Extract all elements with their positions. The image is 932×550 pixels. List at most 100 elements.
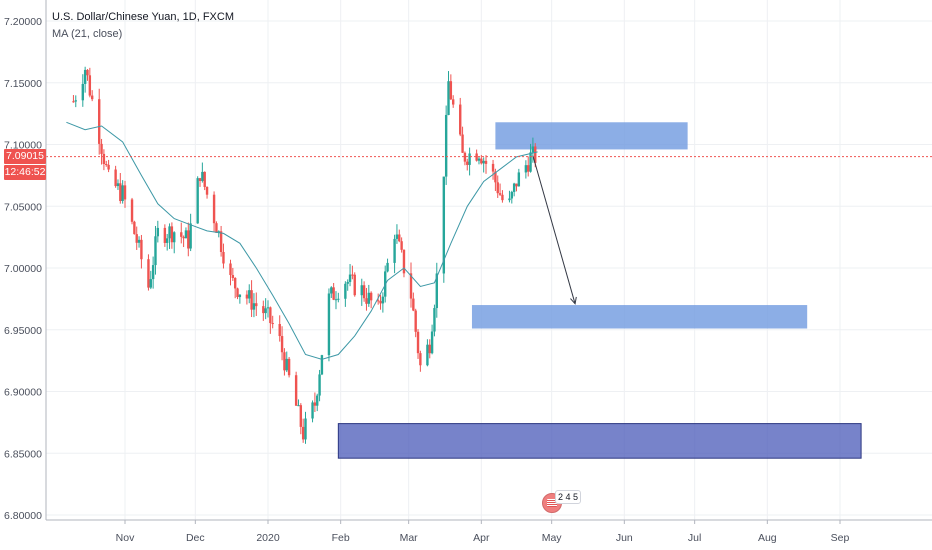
candle-body (517, 172, 521, 187)
candle-body (449, 81, 453, 100)
candle-body (180, 232, 183, 237)
candle-body (163, 227, 167, 243)
candle-body (250, 290, 253, 310)
candle-body (151, 265, 155, 280)
candle-body (510, 191, 514, 199)
candle-body (334, 299, 338, 301)
candle-body (353, 274, 356, 296)
candle-body (278, 324, 281, 337)
y-tick-label: 6.80000 (4, 510, 42, 522)
candle-body (156, 227, 160, 237)
candle-body (419, 353, 422, 366)
candle-body (154, 236, 157, 266)
countdown-badge: 12:46:52 (4, 165, 46, 181)
candle-body (477, 158, 481, 161)
arrow-head (570, 296, 577, 305)
candle-body (379, 300, 382, 304)
candle-body (168, 226, 171, 239)
candle-body (459, 104, 462, 135)
candle-body (409, 273, 413, 299)
candle-body (332, 287, 335, 300)
candle-body (219, 231, 223, 252)
candle-body (297, 405, 300, 407)
candle-body (393, 238, 396, 263)
candle-body (400, 241, 403, 250)
candle-body (133, 221, 136, 235)
x-tick-label: Sep (831, 532, 850, 544)
candle-body (170, 226, 174, 243)
candle-body (137, 239, 141, 243)
candle-body (386, 262, 389, 272)
x-tick-label: Jul (688, 532, 701, 544)
y-tick-label: 6.85000 (4, 448, 42, 460)
candle-body (447, 81, 450, 115)
candle-body (426, 344, 429, 366)
candle-body (515, 183, 518, 187)
candle-body (330, 287, 333, 294)
candle-body (444, 114, 448, 177)
candle-body (165, 238, 169, 243)
candle-body (229, 263, 232, 276)
candle-body (121, 185, 124, 201)
y-tick-label: 7.20000 (4, 16, 42, 28)
candle-body (198, 178, 202, 181)
y-tick-label: 7.05000 (4, 201, 42, 213)
x-tick-label: Nov (116, 532, 135, 544)
candle-body (451, 99, 455, 105)
candle-body (360, 285, 363, 296)
candle-body (271, 323, 274, 325)
candle-body (351, 274, 354, 276)
candle-body (252, 303, 256, 310)
candle-body (149, 279, 152, 288)
candle-body (86, 69, 89, 76)
candle-body (327, 293, 331, 356)
candle-body (512, 183, 516, 192)
candle-body (116, 183, 120, 187)
candle-body (187, 230, 190, 249)
candle-body (395, 234, 399, 239)
candle-body (100, 143, 103, 154)
candle-body (362, 285, 366, 299)
candle-body (435, 273, 438, 309)
events-count[interactable]: 2 4 5 (555, 490, 582, 504)
candle-body (320, 355, 324, 375)
x-tick-label: Jun (616, 532, 633, 544)
candle-body (105, 164, 108, 166)
candle-body (348, 274, 352, 282)
candle-body (313, 402, 317, 406)
indicator-label: MA (21, close) (52, 28, 123, 40)
candle-body (482, 160, 485, 164)
candle-body (463, 152, 467, 162)
y-tick-label: 7.10000 (4, 140, 42, 152)
candle-body (527, 165, 530, 172)
x-axis-ticks: Nov Dec 2020 Feb Mar Apr May Jun Jul Aug Sep (116, 520, 850, 544)
candle-body (119, 183, 122, 201)
candle-body (248, 290, 251, 299)
zone-rect (471, 305, 808, 329)
candle-body (262, 306, 265, 314)
candle-body (114, 169, 117, 187)
candle-body (72, 101, 75, 103)
candle-body (102, 153, 106, 165)
candle-body (231, 275, 235, 278)
candle-body (442, 176, 446, 274)
candle-body (475, 153, 478, 161)
candle-body (196, 178, 199, 224)
candle-body (83, 69, 87, 84)
candle-body (147, 259, 150, 288)
chart-legend: U.S. Dollar/Chinese Yuan, 1D, FXCM MA (2… (52, 9, 234, 43)
candle-body (508, 198, 511, 201)
candle-body (304, 418, 307, 440)
x-tick-label: Dec (186, 532, 205, 544)
price-badge: 7.09015 (4, 149, 46, 165)
candle-body (376, 300, 380, 302)
candle-body (283, 352, 286, 371)
candle-body (217, 231, 220, 233)
candle-body (236, 288, 239, 298)
x-tick-label: Aug (758, 532, 777, 544)
candle-body (280, 336, 284, 353)
candle-body (496, 182, 499, 194)
x-tick-label: 2020 (256, 532, 280, 544)
candle-body (245, 294, 249, 299)
